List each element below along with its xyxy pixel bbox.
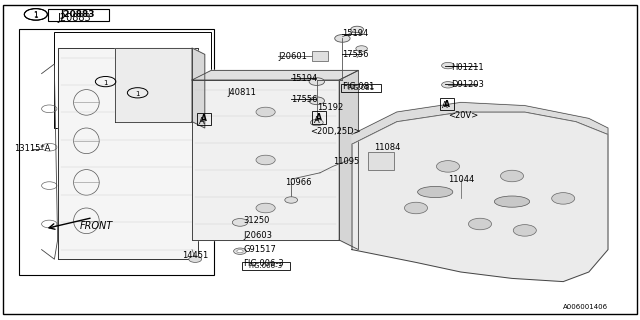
- Circle shape: [256, 107, 275, 117]
- Text: A: A: [314, 116, 319, 124]
- Text: A: A: [444, 100, 451, 109]
- Circle shape: [356, 46, 367, 52]
- Bar: [440, 98, 454, 110]
- Polygon shape: [339, 70, 358, 250]
- Text: 11095: 11095: [333, 157, 359, 166]
- Text: A: A: [199, 117, 204, 126]
- Text: 15194: 15194: [291, 74, 317, 83]
- Text: J20601: J20601: [278, 52, 307, 60]
- Text: FIG.081: FIG.081: [348, 85, 374, 91]
- Bar: [341, 84, 381, 92]
- Circle shape: [285, 197, 298, 203]
- Circle shape: [513, 225, 536, 236]
- Circle shape: [189, 256, 202, 262]
- Polygon shape: [58, 48, 198, 259]
- Text: 1: 1: [135, 91, 140, 97]
- Circle shape: [552, 193, 575, 204]
- Text: 15192: 15192: [317, 103, 343, 112]
- Circle shape: [335, 35, 350, 42]
- Circle shape: [351, 26, 364, 33]
- Polygon shape: [352, 112, 608, 282]
- Text: 15194: 15194: [342, 29, 369, 38]
- Bar: [312, 111, 326, 124]
- Text: A: A: [442, 101, 447, 110]
- Text: A: A: [316, 113, 322, 122]
- Text: A: A: [201, 114, 207, 123]
- Ellipse shape: [494, 196, 530, 207]
- Text: 17556: 17556: [291, 95, 317, 104]
- Text: 13115*A: 13115*A: [14, 144, 51, 153]
- Polygon shape: [192, 80, 339, 240]
- Text: <20V>: <20V>: [448, 111, 478, 120]
- Circle shape: [436, 161, 460, 172]
- Text: FIG.006-3: FIG.006-3: [249, 263, 283, 269]
- Circle shape: [310, 119, 323, 126]
- Circle shape: [500, 170, 524, 182]
- Polygon shape: [352, 102, 608, 144]
- Bar: [19, 29, 214, 275]
- Text: J40811: J40811: [227, 88, 256, 97]
- Text: H01211: H01211: [451, 63, 484, 72]
- Bar: [312, 51, 328, 61]
- Text: 17556: 17556: [342, 50, 369, 59]
- Ellipse shape: [418, 186, 453, 197]
- Circle shape: [468, 218, 492, 230]
- Circle shape: [234, 248, 246, 254]
- Polygon shape: [115, 48, 192, 122]
- Bar: [197, 113, 211, 125]
- Circle shape: [256, 203, 275, 213]
- Text: 1: 1: [33, 11, 38, 20]
- Text: 1: 1: [33, 12, 38, 18]
- Circle shape: [442, 62, 454, 69]
- Text: 11044: 11044: [448, 175, 474, 184]
- Text: 1: 1: [103, 80, 108, 85]
- Text: 31250: 31250: [243, 216, 269, 225]
- Circle shape: [309, 97, 324, 105]
- Circle shape: [256, 155, 275, 165]
- Bar: [48, 9, 109, 21]
- Circle shape: [232, 219, 248, 226]
- Text: 14451: 14451: [182, 252, 209, 260]
- Circle shape: [442, 82, 454, 88]
- Bar: [242, 262, 290, 270]
- Text: J20883: J20883: [58, 12, 92, 23]
- Polygon shape: [192, 48, 205, 128]
- Text: 11084: 11084: [374, 143, 401, 152]
- Text: J20883: J20883: [61, 10, 95, 19]
- Text: FIG.006-3: FIG.006-3: [243, 260, 284, 268]
- Polygon shape: [192, 70, 358, 80]
- Circle shape: [404, 202, 428, 214]
- Text: G91517: G91517: [243, 245, 276, 254]
- Text: 10966: 10966: [285, 178, 311, 187]
- Text: <20D,25D>: <20D,25D>: [310, 127, 361, 136]
- Circle shape: [237, 250, 243, 253]
- Bar: [54, 32, 211, 128]
- Text: FRONT: FRONT: [80, 220, 113, 231]
- Text: J20603: J20603: [243, 231, 272, 240]
- Circle shape: [309, 78, 324, 85]
- Text: FIG.081: FIG.081: [342, 82, 375, 91]
- Text: D91203: D91203: [451, 80, 484, 89]
- Text: A006001406: A006001406: [563, 304, 609, 310]
- Bar: [368, 152, 394, 170]
